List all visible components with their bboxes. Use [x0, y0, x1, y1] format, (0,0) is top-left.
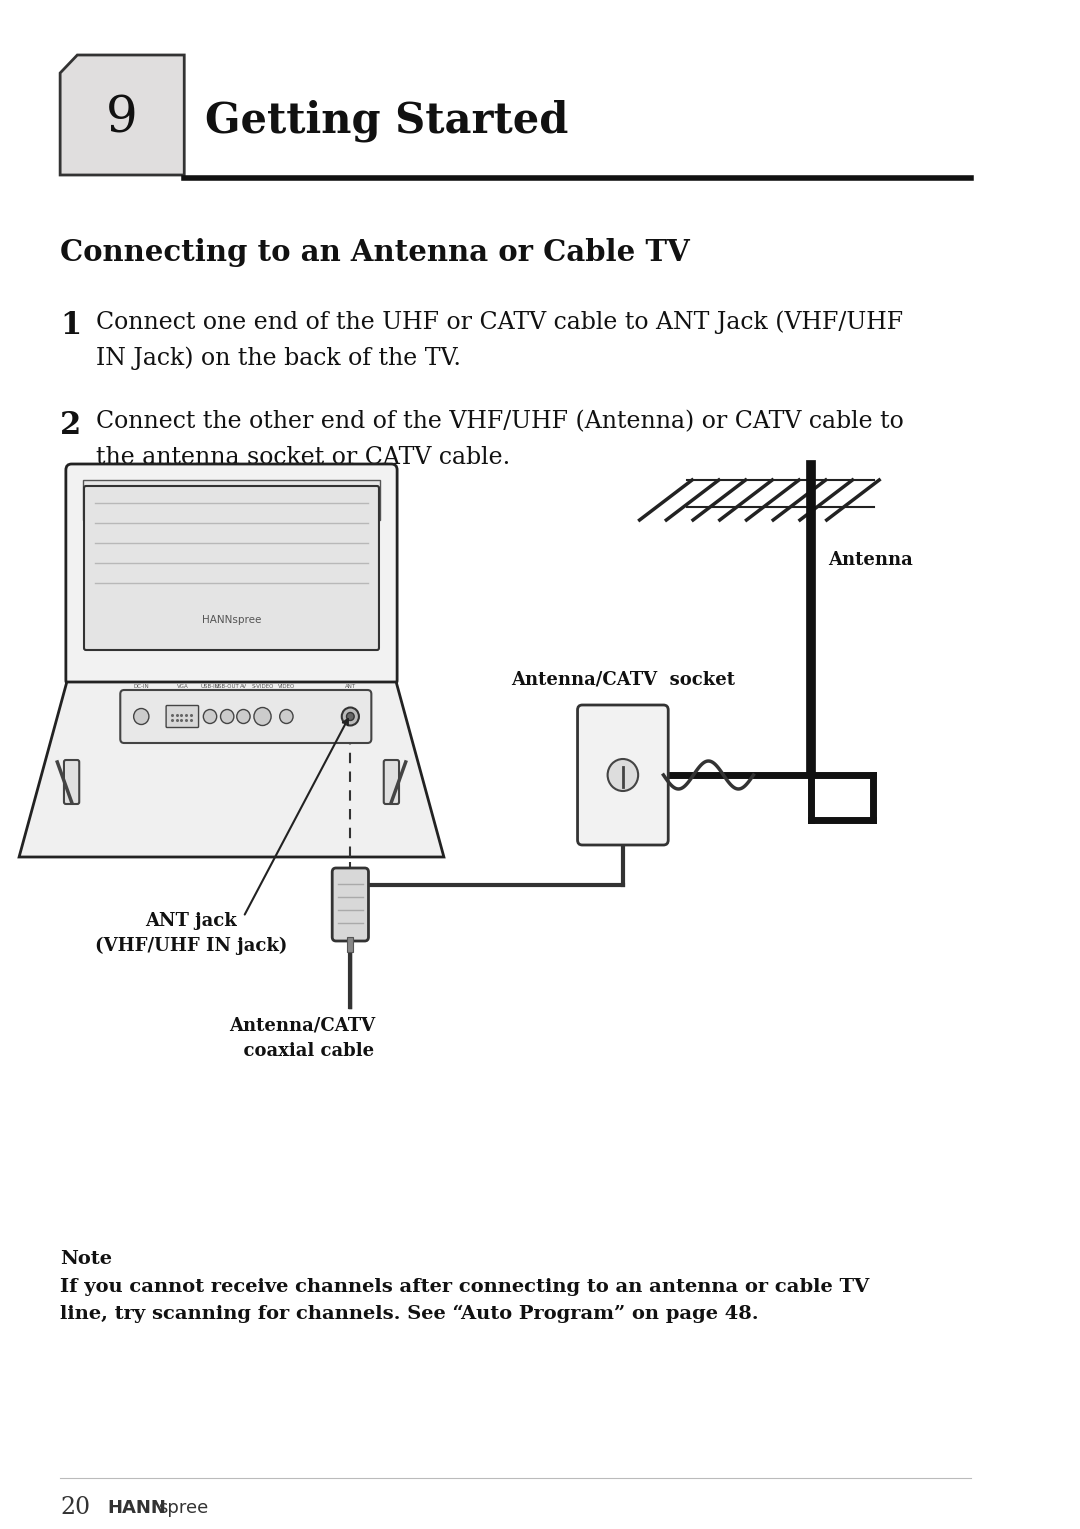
Polygon shape: [19, 682, 444, 856]
Polygon shape: [60, 55, 185, 174]
FancyBboxPatch shape: [578, 705, 669, 846]
Text: Antenna: Antenna: [828, 550, 914, 569]
Text: If you cannot receive channels after connecting to an antenna or cable TV
line, : If you cannot receive channels after con…: [60, 1278, 869, 1323]
Text: 2: 2: [60, 410, 81, 440]
FancyBboxPatch shape: [333, 868, 368, 940]
Text: ANT: ANT: [345, 683, 356, 690]
FancyBboxPatch shape: [66, 463, 397, 687]
FancyBboxPatch shape: [64, 760, 79, 804]
Circle shape: [254, 708, 271, 725]
Circle shape: [347, 713, 354, 720]
Circle shape: [134, 708, 149, 725]
Text: the antenna socket or CATV cable.: the antenna socket or CATV cable.: [96, 446, 511, 469]
Circle shape: [237, 709, 251, 723]
Text: USB-OUT: USB-OUT: [215, 683, 240, 690]
Circle shape: [341, 708, 359, 725]
Text: spree: spree: [159, 1498, 208, 1517]
Text: AV: AV: [240, 683, 247, 690]
Text: 9: 9: [106, 95, 138, 144]
FancyBboxPatch shape: [383, 760, 399, 804]
Text: ANT jack
(VHF/UHF IN jack): ANT jack (VHF/UHF IN jack): [95, 911, 287, 956]
Text: S-VIDEO: S-VIDEO: [252, 683, 273, 690]
FancyBboxPatch shape: [84, 486, 379, 650]
Text: HANN: HANN: [108, 1498, 166, 1517]
Text: VGA: VGA: [176, 683, 188, 690]
Text: Antenna/CATV  socket: Antenna/CATV socket: [511, 670, 734, 688]
Bar: [83, 480, 380, 520]
FancyBboxPatch shape: [166, 705, 199, 728]
Text: VIDEO: VIDEO: [278, 683, 295, 690]
Text: DC-IN: DC-IN: [134, 683, 149, 690]
Text: Connect one end of the UHF or CATV cable to ANT Jack (VHF/UHF: Connect one end of the UHF or CATV cable…: [96, 310, 904, 333]
Circle shape: [280, 709, 293, 723]
Text: 1: 1: [60, 310, 81, 341]
Text: 20: 20: [60, 1497, 91, 1520]
Text: IN Jack) on the back of the TV.: IN Jack) on the back of the TV.: [96, 346, 461, 370]
Text: Getting Started: Getting Started: [205, 99, 568, 142]
Circle shape: [608, 758, 638, 790]
Bar: [348, 937, 353, 953]
Text: HANNspree: HANNspree: [202, 615, 261, 625]
Text: Connect the other end of the VHF/UHF (Antenna) or CATV cable to: Connect the other end of the VHF/UHF (An…: [96, 410, 904, 433]
Text: Connecting to an Antenna or Cable TV: Connecting to an Antenna or Cable TV: [60, 239, 690, 268]
Text: Note: Note: [60, 1251, 112, 1268]
Circle shape: [203, 709, 217, 723]
FancyBboxPatch shape: [120, 690, 372, 743]
Circle shape: [220, 709, 234, 723]
Text: Antenna/CATV
  coaxial cable: Antenna/CATV coaxial cable: [230, 1017, 376, 1060]
Text: USB-IN: USB-IN: [201, 683, 219, 690]
